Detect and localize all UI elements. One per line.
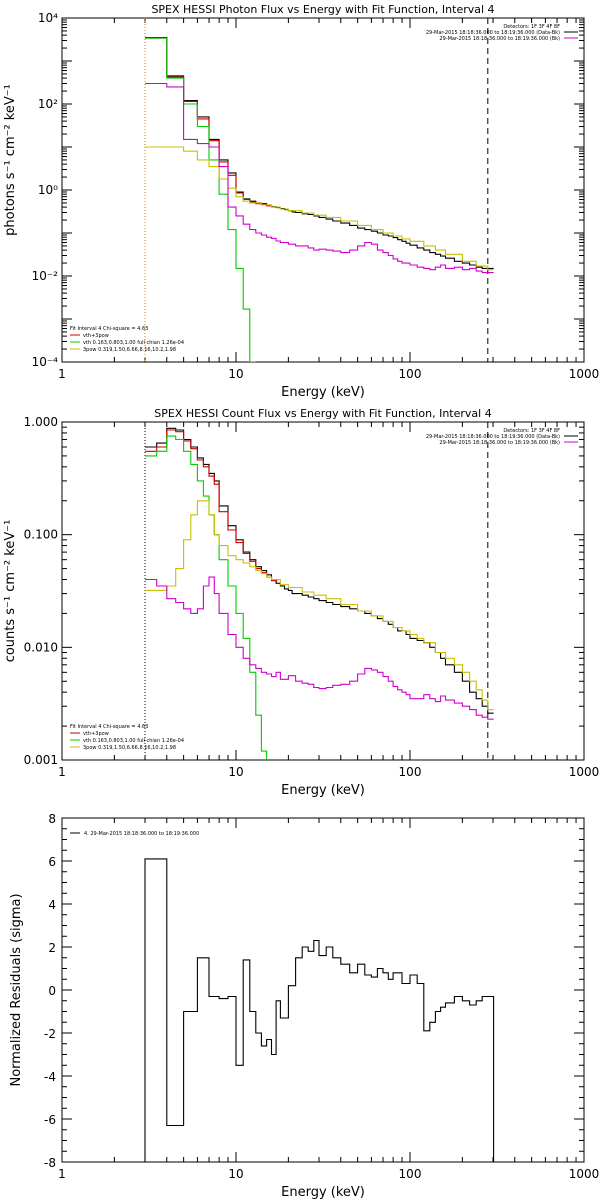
chart-3-series-group [144,858,495,1162]
chart-2-series-line [145,427,494,714]
chart-2-title: SPEX HESSI Count Flux vs Energy with Fit… [154,407,491,420]
chart-1-xtick-label: 1000 [569,367,600,381]
chart-2-series-group [145,427,494,760]
chart-2-legend-top-line: 29-Mar-2015 18:18:36.000 to 18:19:36.000… [439,440,560,446]
chart-2-series-line [145,429,278,582]
chart-2-xtick-label: 1000 [569,765,600,779]
chart-1-legend-bottom-line: Fit Interval 4 Chi-square = 4.63 [70,326,148,332]
chart-3-series-line [144,858,495,1162]
chart-1-series-line [145,37,278,208]
chart-1-series-group [145,37,494,362]
chart-2-xlabel: Energy (keV) [281,783,365,798]
chart-3-xtick-label: 1 [58,1167,66,1181]
chart-3-ytick-label: 6 [48,855,56,869]
chart-1-series-line [145,146,494,271]
chart-1-series-line [145,37,256,362]
chart-3-ytick-label: -2 [44,1027,56,1041]
chart-2-xtick-label: 10 [228,765,243,779]
chart-2-legend-top-line: 29-Mar-2015 18:18:36.000 to 18:19:36.000… [426,434,560,440]
chart-2-ytick-label: 0.010 [24,640,58,654]
chart-1 [61,17,585,363]
chart-2-ytick-label: 0.001 [24,753,58,767]
chart-2-frame [61,421,585,761]
chart-1-legend-bottom-line: vth+3pow [83,333,109,339]
chart-1-legend-top-line: 29-Mar-2015 18:18:36.000 to 18:19:36.000… [439,36,560,42]
chart-1-legend-top-line: 29-Mar-2015 18:18:36.000 to 18:19:36.000… [426,30,560,36]
chart-1-legend-bottom-line: 3pow 0.319,1.50,6.66,8.16,10.2,1.98 [83,347,176,353]
chart-3-legend-line: 4. 29-Mar-2015 18:18:36.000 to 18:19:36.… [84,831,199,837]
chart-1-legend-bottom-line: vth 0.163,0.803,1.00 full chian 1.26e-04 [83,340,184,346]
chart-3-ytick-label: -4 [44,1070,56,1084]
chart-3-frame [61,817,585,1163]
chart-2-xtick-label: 100 [399,765,422,779]
chart-1-xtick-label: 1 [58,367,66,381]
chart-1-xtick-label: 10 [228,367,243,381]
chart-2-ylabel: counts s⁻¹ cm⁻² keV⁻¹ [3,520,18,663]
chart-2-series-line [145,500,494,711]
chart-3-xtick-label: 10 [228,1167,243,1181]
chart-3-ytick-label: 8 [48,812,56,826]
chart-1-series-line [145,37,494,269]
chart-1-ytick-label: 10⁻⁴ [32,355,59,369]
chart-2-series-line [145,576,494,720]
chart-3-ytick-label: 0 [48,984,56,998]
chart-3-ylabel: Normalized Residuals (sigma) [9,893,24,1086]
chart-2-ytick-label: 1.000 [24,415,58,429]
chart-2-legend-bottom-line: vth 0.163,0.803,1.00 full chian 1.26e-04 [83,738,184,744]
chart-3-xtick-label: 1000 [569,1167,600,1181]
chart-1-legend-top-line: Detectors: 1F 3F 4F 8F [503,24,560,30]
chart-2 [61,421,585,761]
chart-1-frame [61,17,585,363]
chart-1-ytick-label: 10⁰ [38,183,58,197]
chart-1-title: SPEX HESSI Photon Flux vs Energy with Fi… [151,3,494,16]
chart-1-ytick-label: 10² [38,97,58,111]
chart-1-xlabel: Energy (keV) [281,385,365,400]
chart-2-xtick-label: 1 [58,765,66,779]
chart-2-legend-bottom-line: 3pow 0.319,1.50,6.66,8.16,10.2,1.98 [83,745,176,751]
chart-2-legend-bottom-line: vth+3pow [83,731,109,737]
chart-3-xtick-label: 100 [399,1167,422,1181]
chart-3-ytick-label: -6 [44,1113,56,1127]
chart-1-xtick-label: 100 [399,367,422,381]
chart-3 [61,817,585,1163]
chart-3-ytick-label: -8 [44,1156,56,1170]
chart-1-ylabel: photons s⁻¹ cm⁻² keV⁻¹ [3,84,18,236]
chart-3-ytick-label: 4 [48,898,56,912]
chart-1-series-line [145,82,494,274]
chart-3-ytick-label: 2 [48,941,56,955]
chart-2-legend-top-line: Detectors: 1F 3F 4F 8F [503,428,560,434]
chart-1-ytick-label: 10⁴ [38,11,58,25]
chart-2-legend-bottom-line: Fit Interval 4 Chi-square = 4.63 [70,724,148,730]
chart-1-ytick-label: 10⁻² [32,269,59,283]
chart-3-xlabel: Energy (keV) [281,1185,365,1200]
chart-2-ytick-label: 0.100 [24,528,58,542]
